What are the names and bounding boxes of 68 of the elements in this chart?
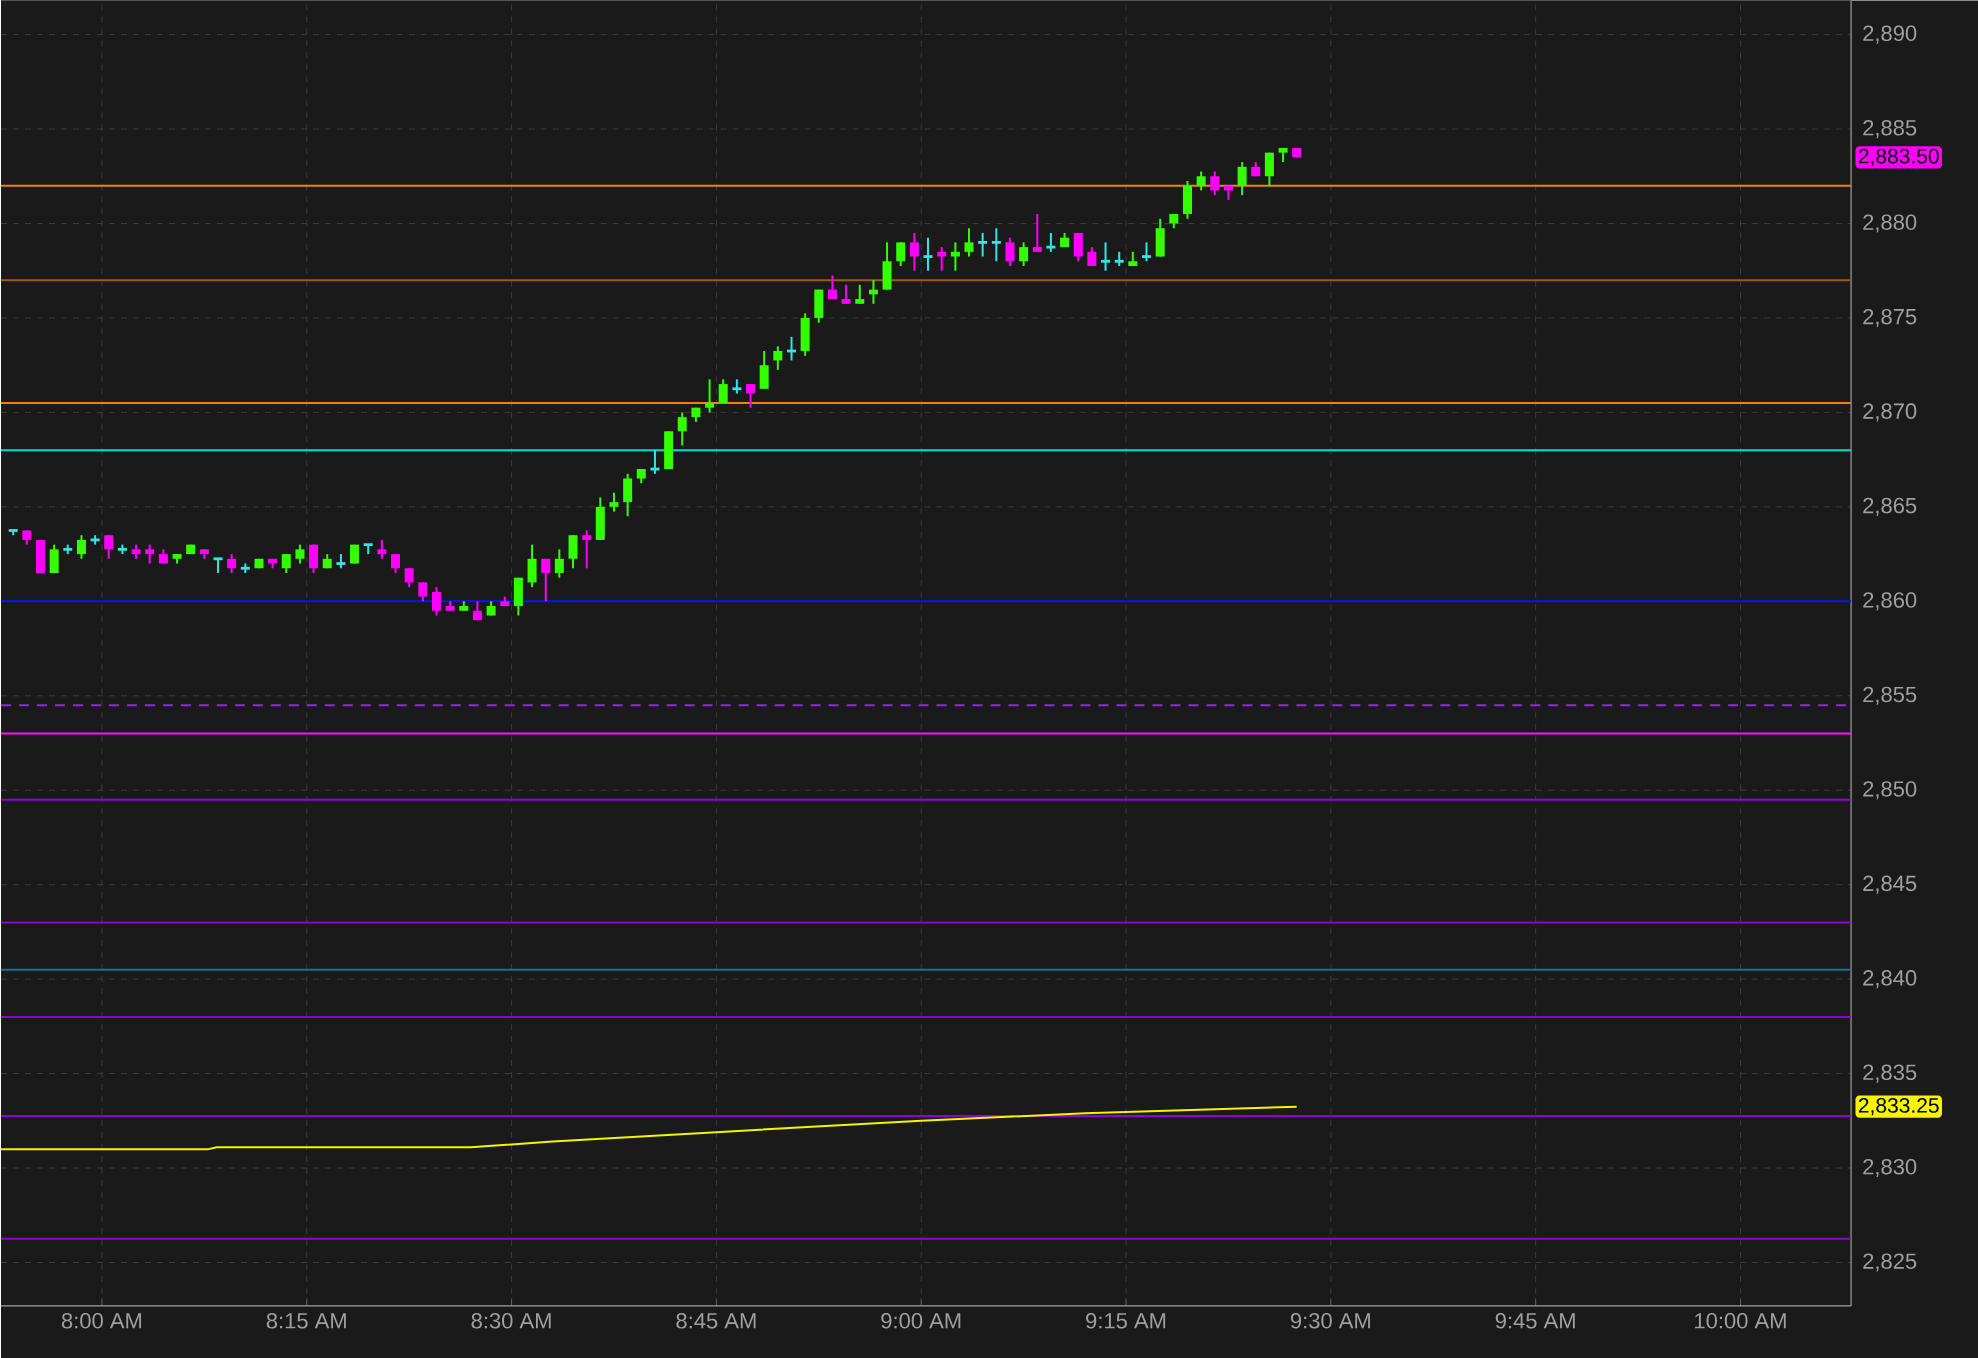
text: 2,833.25 [1858, 1098, 1939, 1116]
candlestick [841, 283, 851, 305]
y-tick-label: 2,875 [1863, 308, 1917, 328]
candlestick [1264, 151, 1274, 187]
y-tick-label: 2,885 [1863, 120, 1917, 139]
candlestick [746, 383, 756, 409]
candlestick [527, 543, 537, 589]
x-tick-label: 9:00 AM [881, 1313, 961, 1329]
y-tick-label: 2,845 [1863, 875, 1917, 894]
x-tick-label: 10:00 AM [1695, 1313, 1786, 1329]
candlestick [1196, 170, 1206, 192]
y-tick-label: 2,840 [1863, 970, 1917, 989]
candlestick [431, 586, 441, 617]
x-tick-label: 8:15 AM [266, 1313, 346, 1329]
candlestick [281, 553, 291, 575]
line-series [0, 1105, 1298, 1151]
y-tick-label: 2,855 [1863, 686, 1917, 705]
candlestick [104, 534, 114, 560]
candlestick [1032, 213, 1042, 253]
candlestick [418, 581, 428, 603]
candlestick [145, 543, 155, 565]
candlestick [1019, 241, 1029, 268]
candlestick [49, 543, 59, 575]
x-tick-label: 9:15 AM [1086, 1313, 1166, 1329]
text: 2,883.50 [1858, 148, 1939, 167]
candlestick [76, 534, 86, 560]
candlestick [677, 411, 687, 447]
candlestick [759, 350, 769, 390]
candlestick [554, 548, 564, 579]
candlestick [964, 227, 974, 258]
candlestick [309, 543, 319, 575]
candlestick [705, 378, 715, 414]
candlestick [227, 553, 237, 575]
y-tick-label: 2,850 [1863, 781, 1917, 800]
candlestick [377, 538, 387, 560]
y-tick-label: 2,835 [1863, 1064, 1917, 1083]
x-tick-label: 8:00 AM [61, 1313, 142, 1329]
candlestick [1073, 231, 1083, 263]
candlestick [1210, 170, 1220, 197]
x-tick-label: 8:45 AM [676, 1313, 756, 1329]
candlestick [609, 491, 619, 513]
candlestick [773, 345, 783, 371]
y-tick-label: 2,890 [1863, 25, 1917, 44]
candlestick [950, 241, 960, 272]
candlestick [541, 557, 551, 603]
y-tick-label: 2,865 [1863, 497, 1917, 516]
candlestick [390, 553, 400, 575]
candlestick [855, 283, 865, 305]
y-tick-label: 2,830 [1863, 1159, 1917, 1178]
candlestick [937, 246, 947, 272]
candlestick [623, 472, 633, 518]
candlestick [568, 534, 578, 570]
candlestick [1005, 236, 1015, 268]
candlestick [582, 529, 592, 570]
candlestick [922, 236, 934, 272]
candlestick [909, 231, 919, 272]
y-tick-label: 2,880 [1863, 214, 1917, 233]
y-tick-label: 2,860 [1863, 592, 1917, 611]
x-tick-label: 9:30 AM [1290, 1313, 1370, 1329]
candlestick [1237, 161, 1247, 197]
candlestick [212, 557, 224, 575]
candlestick [295, 543, 305, 565]
x-tick-label: 9:45 AM [1495, 1313, 1575, 1329]
candlestick [404, 567, 414, 589]
y-tick-label: 2,825 [1863, 1253, 1917, 1272]
x-tick-label: 8:30 AM [471, 1313, 551, 1329]
y-tick-label: 2,870 [1863, 403, 1917, 422]
candlestick [896, 241, 906, 268]
